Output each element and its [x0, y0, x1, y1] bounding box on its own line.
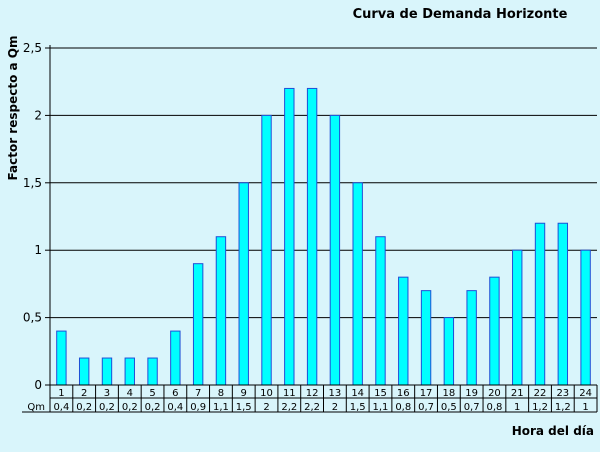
bar-hour-8	[215, 236, 227, 386]
bar-hour-15	[375, 236, 386, 386]
x-tick-label-13: 13	[329, 388, 342, 399]
x-tick-label-16: 16	[397, 388, 410, 399]
y-tick-label-3: 1,5	[23, 176, 42, 190]
qm-value-1: 0,4	[53, 402, 69, 413]
x-tick-label-3: 3	[104, 388, 110, 399]
bar-hour-22	[534, 222, 546, 386]
qm-value-11: 2,2	[281, 402, 297, 413]
bar-hour-4	[124, 357, 135, 386]
qm-value-3: 0,2	[99, 402, 115, 413]
bar-hour-11	[284, 87, 295, 386]
bar-hour-19	[466, 290, 477, 386]
qm-value-17: 0,7	[418, 402, 434, 413]
bar-hour-2	[78, 357, 90, 386]
x-tick-label-9: 9	[241, 388, 247, 399]
bar-hour-12	[306, 87, 318, 386]
x-tick-label-14: 14	[351, 388, 364, 399]
x-tick-label-12: 12	[306, 388, 319, 399]
qm-value-2: 0,2	[76, 402, 92, 413]
x-tick-label-2: 2	[81, 388, 87, 399]
x-tick-label-1: 1	[58, 388, 64, 399]
bar-hour-24	[580, 249, 591, 386]
bar-hour-3	[101, 357, 113, 386]
x-tick-label-5: 5	[149, 388, 155, 399]
qm-value-20: 0,8	[486, 402, 502, 413]
chart-title: Curva de Demanda Horizonte	[353, 7, 568, 22]
bar-hour-20	[489, 276, 500, 386]
data-table: Qm10,420,230,240,250,260,470,981,191,510…	[22, 385, 598, 413]
qm-value-19: 0,7	[464, 402, 480, 413]
qm-value-15: 1,1	[373, 402, 389, 413]
table-row-label: Qm	[27, 402, 45, 413]
y-tick-label-2: 1	[34, 243, 42, 257]
x-tick-label-15: 15	[374, 388, 387, 399]
x-tick-label-23: 23	[556, 388, 569, 399]
x-tick-label-10: 10	[260, 388, 273, 399]
bar-hour-16	[398, 276, 409, 386]
bar-hour-14	[352, 182, 363, 386]
qm-value-13: 2	[332, 402, 338, 413]
qm-value-9: 1,5	[236, 402, 252, 413]
bar-hour-7	[192, 263, 204, 386]
x-tick-label-6: 6	[172, 388, 178, 399]
qm-value-14: 1,5	[350, 402, 366, 413]
qm-value-21: 1	[514, 402, 520, 413]
bar-hour-1	[56, 330, 67, 386]
bar-hour-17	[420, 290, 432, 386]
qm-value-16: 0,8	[395, 402, 411, 413]
bar-hour-6	[170, 330, 181, 386]
x-tick-label-18: 18	[442, 388, 455, 399]
qm-value-10: 2	[263, 402, 269, 413]
qm-value-12: 2,2	[304, 402, 320, 413]
x-axis-label: Hora del día	[512, 424, 594, 438]
y-tick-label-1: 0,5	[23, 311, 42, 325]
qm-value-18: 0,5	[441, 402, 457, 413]
bar-hour-21	[512, 249, 523, 386]
qm-value-22: 1,2	[532, 402, 548, 413]
y-tick-label-5: 2,5	[23, 41, 42, 55]
qm-value-7: 0,9	[190, 402, 206, 413]
x-tick-label-24: 24	[579, 388, 592, 399]
bar-hour-13	[329, 114, 341, 386]
bars	[56, 87, 591, 386]
x-tick-label-8: 8	[218, 388, 224, 399]
x-tick-label-21: 21	[511, 388, 524, 399]
x-tick-label-22: 22	[534, 388, 547, 399]
bar-hour-18	[443, 317, 455, 386]
bar-hour-9	[238, 182, 249, 386]
x-tick-label-19: 19	[465, 388, 478, 399]
qm-value-24: 1	[582, 402, 588, 413]
y-tick-label-4: 2	[34, 108, 42, 122]
grid-lines	[50, 47, 597, 319]
qm-value-5: 0,2	[145, 402, 161, 413]
x-tick-label-11: 11	[283, 388, 296, 399]
qm-value-23: 1,2	[555, 402, 571, 413]
qm-value-8: 1,1	[213, 402, 229, 413]
bar-hour-5	[147, 357, 158, 386]
bar-hour-10	[261, 114, 272, 386]
x-tick-label-7: 7	[195, 388, 201, 399]
x-tick-label-17: 17	[420, 388, 433, 399]
y-axis-label: Factor respecto a Qm	[6, 36, 20, 181]
bar-hour-23	[557, 222, 569, 386]
y-tick-label-0: 0	[34, 378, 42, 392]
qm-value-6: 0,4	[167, 402, 183, 413]
x-tick-label-4: 4	[127, 388, 133, 399]
qm-value-4: 0,2	[122, 402, 138, 413]
x-tick-label-20: 20	[488, 388, 501, 399]
